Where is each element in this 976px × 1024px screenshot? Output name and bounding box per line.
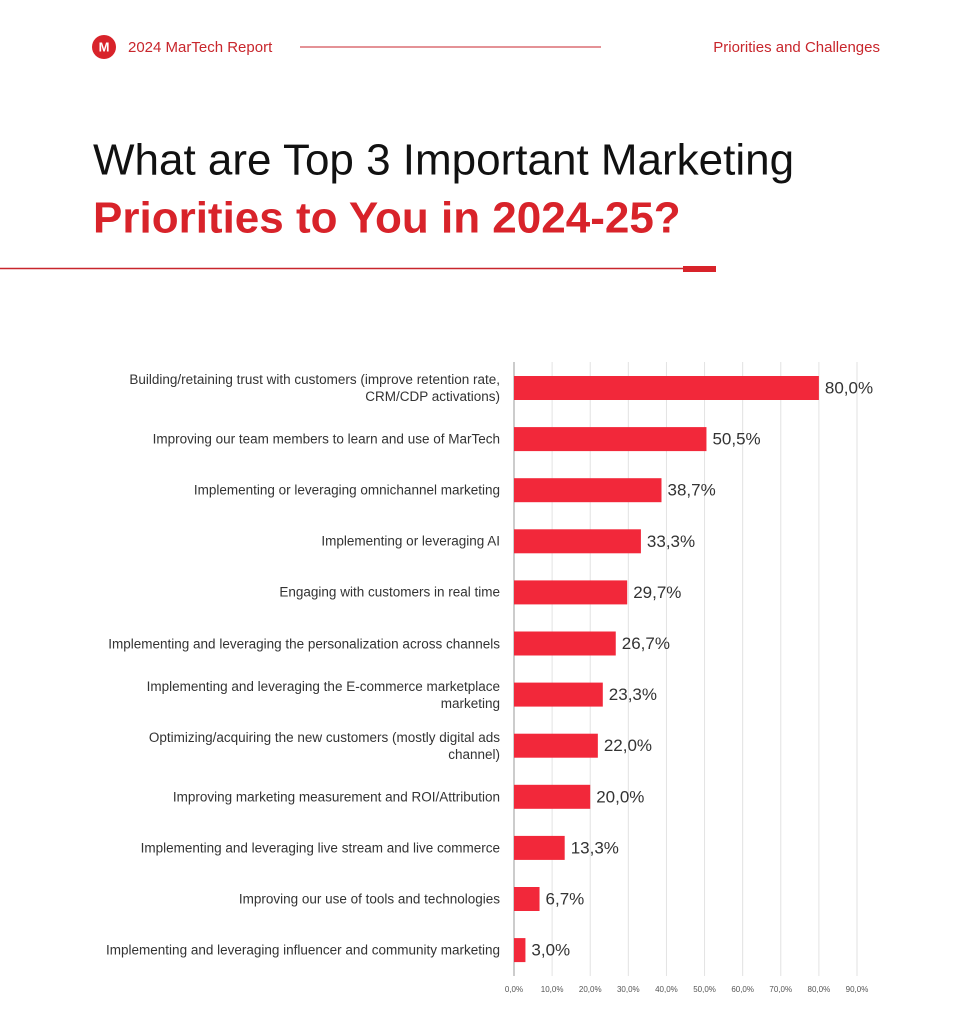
x-tick-label: 80,0%: [808, 985, 831, 994]
x-tick-label: 60,0%: [731, 985, 754, 994]
value-label: 29,7%: [633, 583, 681, 602]
value-label: 26,7%: [622, 634, 670, 653]
category-label: Engaging with customers in real time: [279, 584, 500, 600]
x-tick-label: 40,0%: [655, 985, 678, 994]
value-label: 23,3%: [609, 685, 657, 704]
chart-title: What are Top 3 Important Marketing: [93, 136, 794, 185]
value-label: 6,7%: [546, 889, 585, 908]
category-label: Implementing and leveraging the personal…: [108, 636, 500, 651]
category-label: Implementing and leveraging the E-commer…: [146, 678, 500, 711]
category-label: Building/retaining trust with customers …: [129, 372, 500, 404]
category-label: Implementing or leveraging omnichannel m…: [193, 482, 500, 498]
bar: [514, 733, 598, 758]
section: Priorities and Challenges: [713, 39, 880, 56]
chart-subtitle: Priorities to You in 2024-25?: [93, 194, 681, 243]
category-label: Improving our team members to learn and …: [152, 431, 500, 447]
value-label: 38,7%: [667, 481, 715, 500]
x-tick-label: 50,0%: [693, 985, 716, 994]
x-tick-label: 20,0%: [579, 985, 602, 994]
category-label: Improving our use of tools and technolog…: [238, 891, 500, 907]
x-tick-label: 10,0%: [541, 985, 564, 994]
bar: [514, 631, 616, 656]
value-label: 50,5%: [712, 430, 760, 449]
bar: [514, 478, 662, 503]
bar: [514, 938, 526, 963]
category-label: Implementing or leveraging AI: [321, 533, 500, 549]
category-label: Improving marketing measurement and ROI/…: [172, 789, 500, 805]
value-label: 20,0%: [596, 787, 644, 806]
x-tick-label: 70,0%: [769, 985, 792, 994]
category-label: Optimizing/acquiring the new customers (…: [148, 729, 500, 762]
bar: [514, 887, 540, 911]
value-label: 33,3%: [647, 532, 695, 551]
bar: [514, 427, 707, 452]
bar: [514, 835, 565, 860]
logo-letter: M: [99, 39, 110, 54]
x-tick-label: 90,0%: [846, 985, 869, 994]
bar: [514, 580, 628, 605]
category-label: Implementing and leveraging live stream …: [140, 840, 500, 856]
title-rule-accent: [683, 266, 716, 272]
bar: [514, 529, 641, 554]
bar: [514, 682, 603, 707]
logo: [92, 35, 116, 59]
value-label: 3,0%: [531, 941, 570, 960]
value-label: 80,0%: [825, 378, 873, 397]
bar: [514, 784, 591, 809]
value-label: 13,3%: [571, 838, 619, 857]
brand: 2024 MarTech Report: [128, 39, 273, 56]
category-label: Implementing and leveraging influencer a…: [106, 942, 500, 958]
bar: [514, 376, 819, 400]
x-tick-label: 0,0%: [505, 985, 523, 994]
value-label: 22,0%: [604, 736, 652, 755]
x-tick-label: 30,0%: [617, 985, 640, 994]
